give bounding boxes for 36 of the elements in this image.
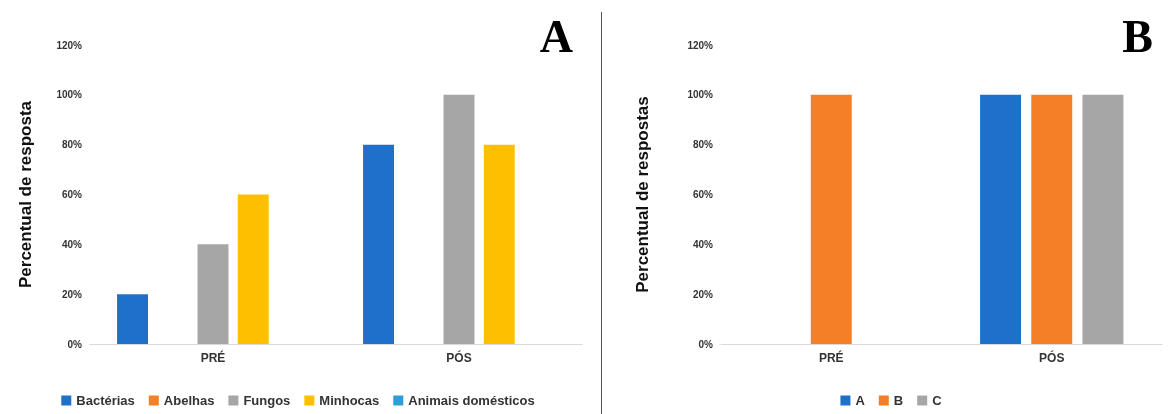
legend-label: Minhocas <box>319 393 380 408</box>
y-tick-label: 100% <box>56 89 83 101</box>
y-tick-label: 0% <box>67 338 83 350</box>
y-tick-label: 80% <box>61 139 83 151</box>
y-tick-label: 20% <box>61 288 83 300</box>
y-tick-label: 120% <box>687 39 714 51</box>
x-tick-label: PRÉ <box>200 350 226 365</box>
chart-title: B <box>1122 10 1154 62</box>
legend-label: Abelhas <box>163 393 215 408</box>
bar <box>197 244 229 344</box>
y-tick-label: 40% <box>692 238 714 250</box>
y-tick-label: 120% <box>56 39 83 51</box>
y-tick-label: 20% <box>692 288 714 300</box>
bar <box>363 144 395 344</box>
bar <box>117 294 149 344</box>
legend-label: Animais domésticos <box>408 393 535 408</box>
y-tick-label: 40% <box>61 238 83 250</box>
y-tick-label: 0% <box>698 338 714 350</box>
legend-label: Bactérias <box>76 393 135 408</box>
x-tick-label: PÓS <box>446 350 472 365</box>
y-tick-label: 60% <box>692 189 714 200</box>
legend-label: Fungos <box>243 393 291 408</box>
legend-label: A <box>855 393 866 408</box>
bar <box>483 144 515 344</box>
chart-title: A <box>539 10 574 62</box>
y-tick-label: 100% <box>687 89 714 101</box>
bar <box>237 194 269 344</box>
x-tick-label: PÓS <box>1039 350 1065 365</box>
bar <box>443 94 475 344</box>
y-axis-title: Percentual de respostas <box>633 96 652 293</box>
y-tick-label: 80% <box>692 139 714 151</box>
y-axis-title: Percentual de resposta <box>16 100 35 289</box>
legend-label: C <box>932 393 943 408</box>
legend-label: B <box>893 393 904 408</box>
x-tick-label: PRÉ <box>818 350 844 365</box>
y-tick-label: 60% <box>61 189 83 200</box>
